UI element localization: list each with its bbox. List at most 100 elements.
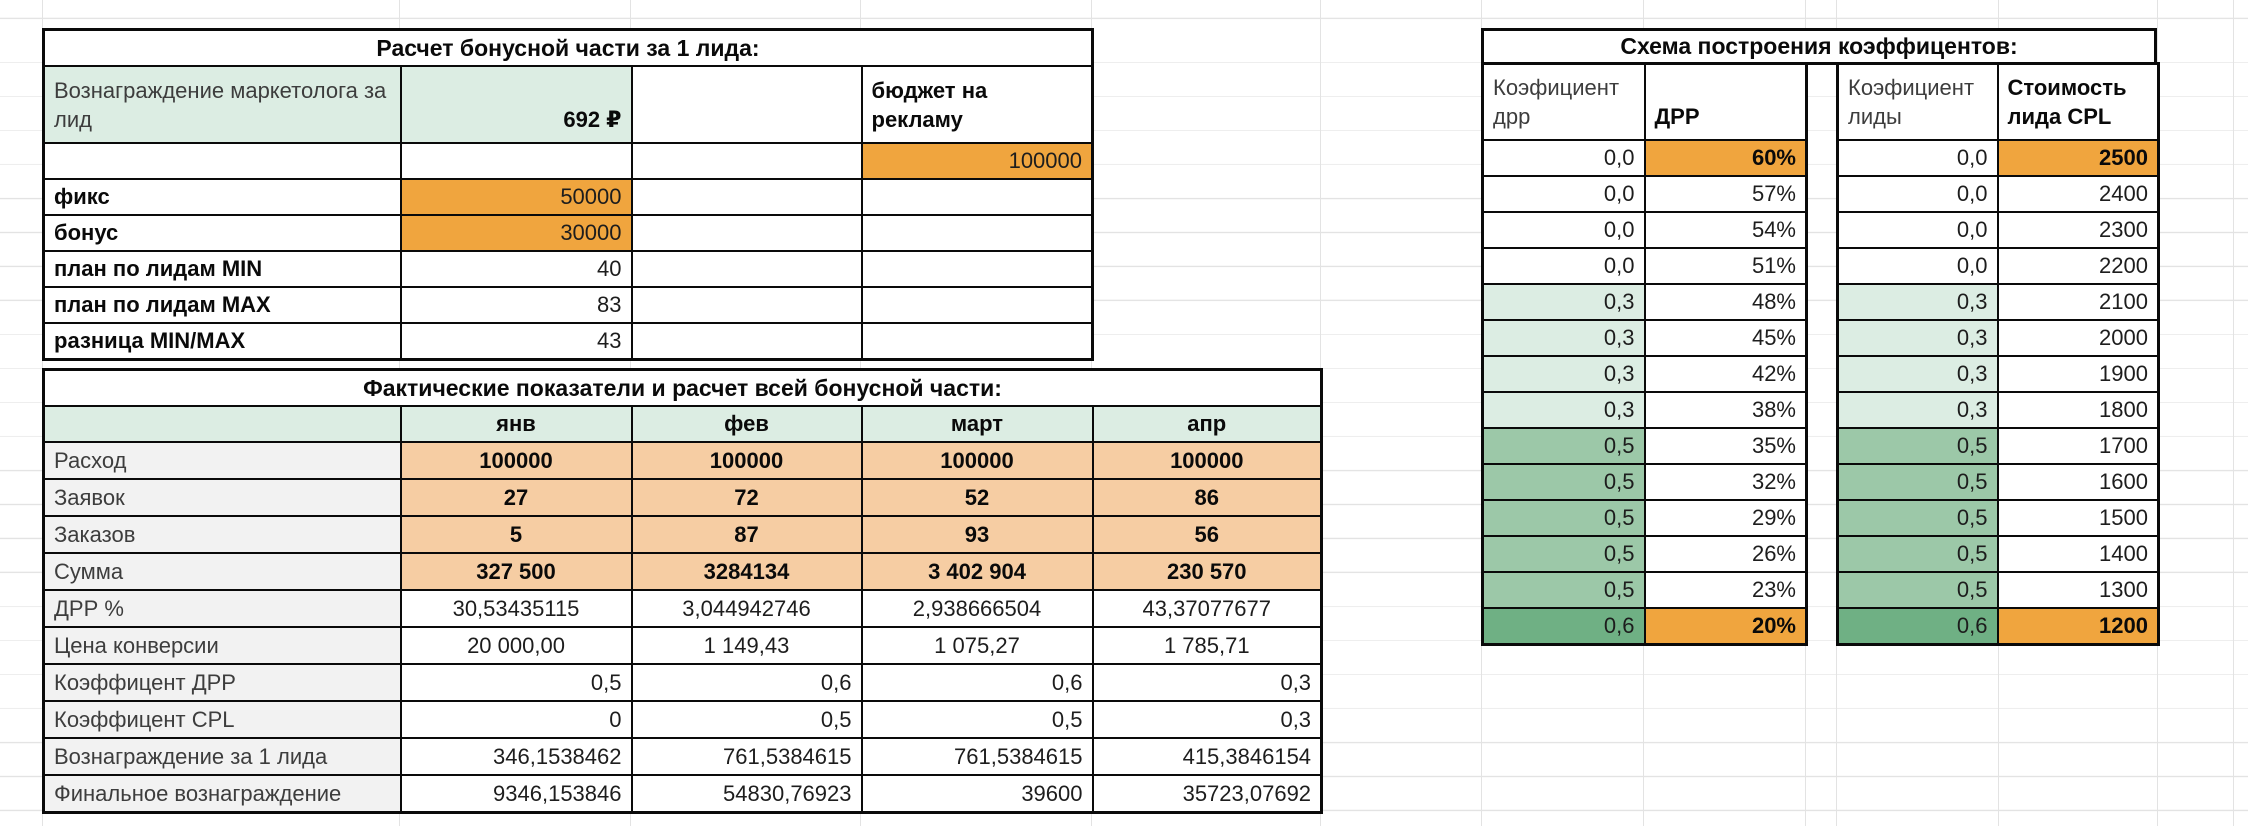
value-cell[interactable]: 3 402 904 <box>860 552 1094 591</box>
row-label-cell[interactable]: Финальное вознаграждение <box>42 774 402 814</box>
value-cell[interactable]: 5 <box>399 515 633 554</box>
column-header-cell[interactable]: ДРР <box>1643 62 1808 141</box>
table-title-cell[interactable]: Расчет бонусной части за 1 лида: <box>42 28 1094 67</box>
coeff-cell[interactable]: 0,5 <box>1481 535 1646 573</box>
value-cell[interactable]: 1700 <box>1996 427 2160 465</box>
month-header-cell[interactable]: март <box>860 405 1094 443</box>
coeff-cell[interactable]: 0,3 <box>1481 355 1646 393</box>
empty-cell[interactable] <box>860 178 1094 216</box>
value-cell[interactable]: 9346,153846 <box>399 774 633 814</box>
coeff-cell[interactable]: 0,0 <box>1481 175 1646 213</box>
coeff-cell[interactable]: 0,3 <box>1836 319 1999 357</box>
row-label-cell[interactable]: Коэффицент ДРР <box>42 663 402 702</box>
empty-cell[interactable] <box>42 405 402 443</box>
month-header-cell[interactable]: фев <box>630 405 863 443</box>
coeff-cell[interactable]: 0,5 <box>1481 571 1646 609</box>
empty-cell[interactable] <box>630 214 863 252</box>
coeff-cell[interactable]: 0,5 <box>1836 499 1999 537</box>
value-cell[interactable]: 60% <box>1643 139 1808 177</box>
coeff-cell[interactable]: 0,3 <box>1836 355 1999 393</box>
row-label-cell[interactable]: Сумма <box>42 552 402 591</box>
value-cell[interactable]: 23% <box>1643 571 1808 609</box>
coeff-cell[interactable]: 0,0 <box>1481 139 1646 177</box>
value-cell[interactable]: 54% <box>1643 211 1808 249</box>
row-label-cell[interactable]: разница MIN/MAX <box>42 322 402 361</box>
value-cell[interactable]: 30000 <box>399 214 633 252</box>
column-header-cell[interactable]: Коэфициент дрр <box>1481 62 1646 141</box>
value-cell[interactable]: 1 075,27 <box>860 626 1094 665</box>
value-cell[interactable]: 38% <box>1643 391 1808 429</box>
empty-cell[interactable] <box>860 250 1094 288</box>
value-cell[interactable]: 93 <box>860 515 1094 554</box>
value-cell[interactable]: 415,3846154 <box>1091 737 1323 776</box>
value-cell[interactable]: 54830,76923 <box>630 774 863 814</box>
value-cell[interactable]: 100000 <box>630 441 863 480</box>
coefficient-scheme-title[interactable]: Схема построения коэффицентов: <box>1481 28 2157 65</box>
value-cell[interactable]: 1400 <box>1996 535 2160 573</box>
value-cell[interactable]: 0 <box>399 700 633 739</box>
value-cell[interactable]: 0,5 <box>860 700 1094 739</box>
value-cell[interactable]: 42% <box>1643 355 1808 393</box>
column-header-cell[interactable]: Стоимость лида CPL <box>1996 62 2160 141</box>
coeff-cell[interactable]: 0,3 <box>1481 283 1646 321</box>
budget-label-cell[interactable]: бюджет на рекламу <box>860 65 1094 144</box>
month-header-cell[interactable]: янв <box>399 405 633 443</box>
value-cell[interactable]: 2,938666504 <box>860 589 1094 628</box>
coeff-cell[interactable]: 0,0 <box>1836 175 1999 213</box>
value-cell[interactable]: 43,37077677 <box>1091 589 1323 628</box>
coeff-cell[interactable]: 0,5 <box>1836 535 1999 573</box>
value-cell[interactable]: 20% <box>1643 607 1808 646</box>
row-label-cell[interactable]: Коэффицент CPL <box>42 700 402 739</box>
value-cell[interactable]: 2200 <box>1996 247 2160 285</box>
row-label-cell[interactable]: Заказов <box>42 515 402 554</box>
row-label-cell[interactable]: Цена конверсии <box>42 626 402 665</box>
empty-cell[interactable] <box>630 142 863 180</box>
value-cell[interactable]: 100000 <box>1091 441 1323 480</box>
coeff-cell[interactable]: 0,3 <box>1481 391 1646 429</box>
empty-cell[interactable] <box>630 286 863 324</box>
value-cell[interactable]: 45% <box>1643 319 1808 357</box>
value-cell[interactable]: 48% <box>1643 283 1808 321</box>
coeff-cell[interactable]: 0,6 <box>1481 607 1646 646</box>
value-cell[interactable]: 20 000,00 <box>399 626 633 665</box>
value-cell[interactable]: 29% <box>1643 499 1808 537</box>
value-cell[interactable]: 0,6 <box>630 663 863 702</box>
row-label-cell[interactable]: Заявок <box>42 478 402 517</box>
coeff-cell[interactable]: 0,5 <box>1481 499 1646 537</box>
value-cell[interactable]: 3284134 <box>630 552 863 591</box>
empty-cell[interactable] <box>630 322 863 361</box>
empty-cell[interactable] <box>860 286 1094 324</box>
coeff-cell[interactable]: 0,0 <box>1836 139 1999 177</box>
value-cell[interactable]: 40 <box>399 250 633 288</box>
row-label-cell[interactable]: бонус <box>42 214 402 252</box>
coeff-cell[interactable]: 0,3 <box>1836 283 1999 321</box>
table-title-cell[interactable]: Фактические показатели и расчет всей бон… <box>42 368 1323 407</box>
empty-cell[interactable] <box>630 65 863 144</box>
budget-value-cell[interactable]: 100000 <box>860 142 1094 180</box>
value-cell[interactable]: 1900 <box>1996 355 2160 393</box>
value-cell[interactable]: 2100 <box>1996 283 2160 321</box>
value-cell[interactable]: 346,1538462 <box>399 737 633 776</box>
column-header-cell[interactable]: Коэфициент лиды <box>1836 62 1999 141</box>
value-cell[interactable]: 86 <box>1091 478 1323 517</box>
value-cell[interactable]: 1300 <box>1996 571 2160 609</box>
value-cell[interactable]: 35% <box>1643 427 1808 465</box>
value-cell[interactable]: 0,3 <box>1091 700 1323 739</box>
value-cell[interactable]: 230 570 <box>1091 552 1323 591</box>
coeff-cell[interactable]: 0,5 <box>1481 463 1646 501</box>
value-cell[interactable]: 2000 <box>1996 319 2160 357</box>
value-cell[interactable]: 0,5 <box>630 700 863 739</box>
value-cell[interactable]: 327 500 <box>399 552 633 591</box>
value-cell[interactable]: 1500 <box>1996 499 2160 537</box>
value-cell[interactable]: 1 785,71 <box>1091 626 1323 665</box>
coeff-cell[interactable]: 0,0 <box>1481 247 1646 285</box>
row-label-cell[interactable]: фикс <box>42 178 402 216</box>
value-cell[interactable]: 0,5 <box>399 663 633 702</box>
empty-cell[interactable] <box>630 250 863 288</box>
value-cell[interactable]: 0,6 <box>860 663 1094 702</box>
value-cell[interactable]: 1 149,43 <box>630 626 863 665</box>
value-cell[interactable]: 2400 <box>1996 175 2160 213</box>
value-cell[interactable]: 52 <box>860 478 1094 517</box>
value-cell[interactable]: 3,044942746 <box>630 589 863 628</box>
empty-cell[interactable] <box>860 214 1094 252</box>
